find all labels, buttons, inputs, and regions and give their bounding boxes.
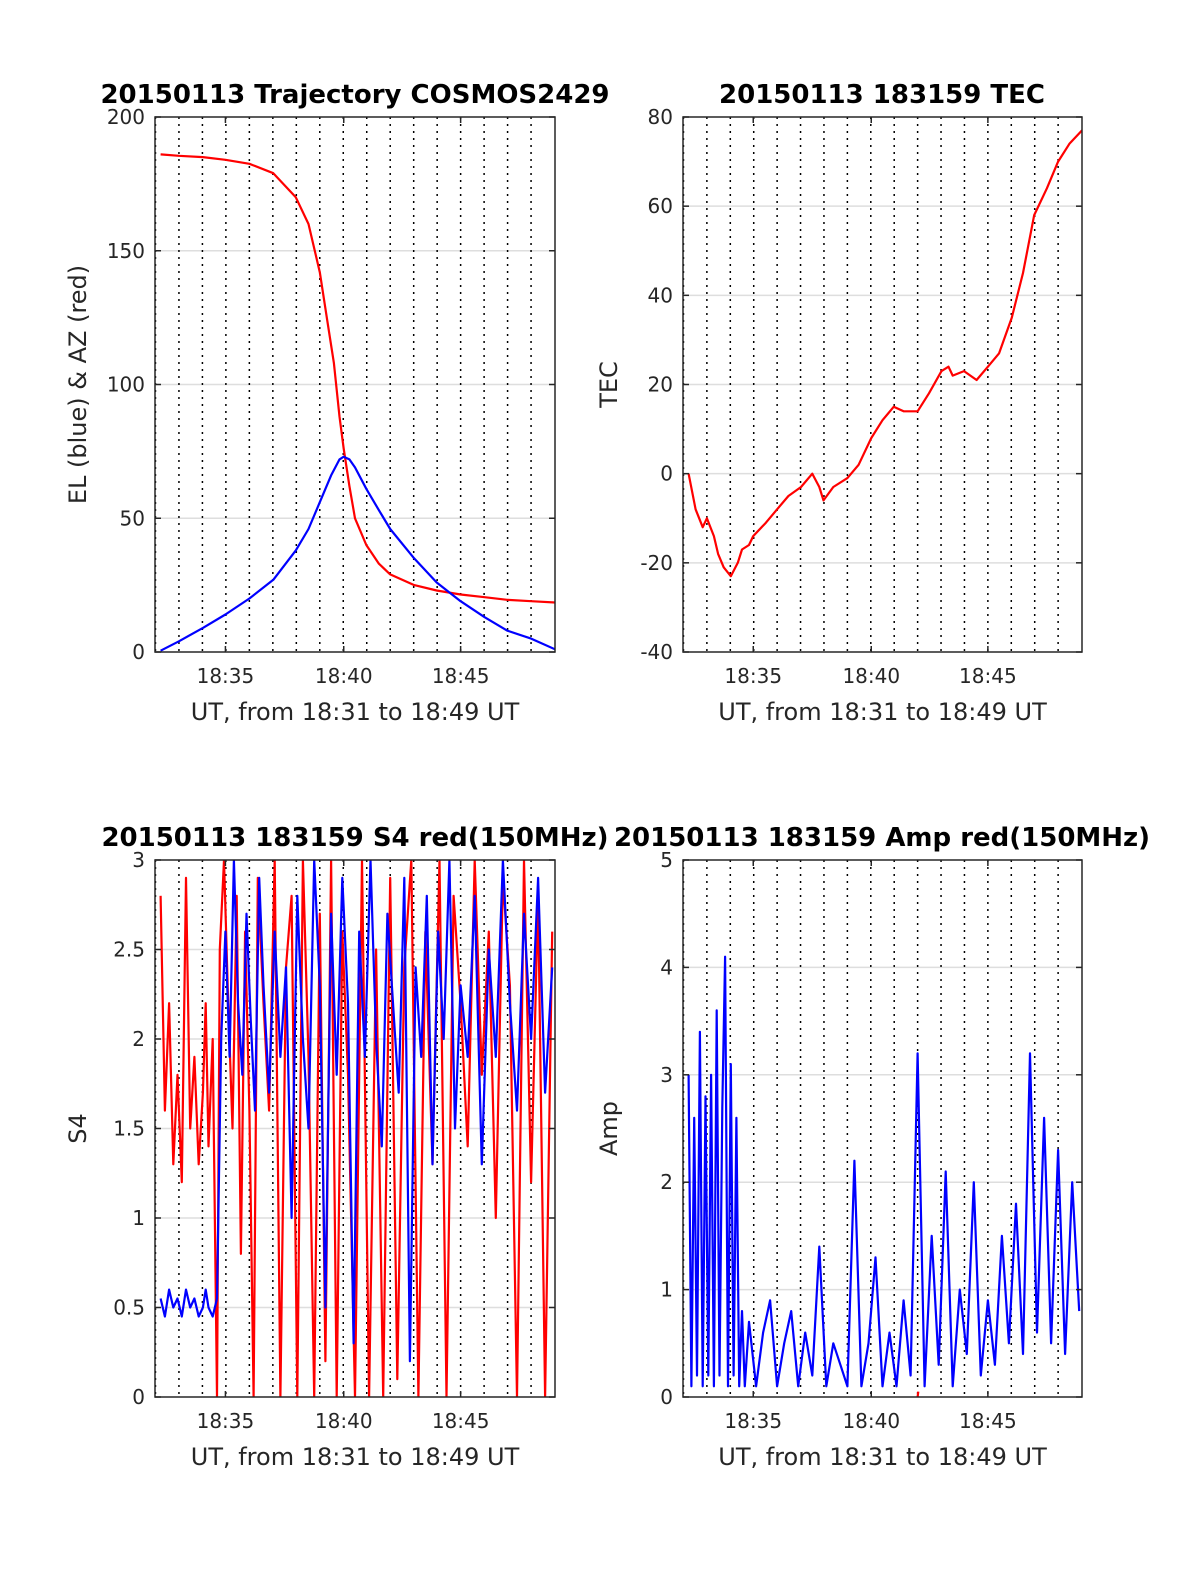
y-tick-label: 200 [107,105,145,129]
chart-title: 20150113 Trajectory COSMOS2429 [100,80,609,110]
x-tick-label: 18:45 [432,1409,490,1433]
chart-title: 20150113 183159 TEC [719,80,1045,110]
series-group [159,860,554,1397]
x-tick-label: 18:35 [197,1409,255,1433]
series-line-1 [160,153,555,604]
y-tick-label: -20 [640,551,673,575]
series-line-1 [687,129,1082,578]
x-tick-label: 18:45 [959,664,1017,688]
y-axis-label: EL (blue) & AZ (red) [64,265,92,504]
chart-1: 0 50 100 150 200 18:35 18:40 18:45 20150113 Traj… [64,80,610,726]
y-tick-label: 0 [660,1385,673,1409]
y-tick-label: 0.5 [113,1296,145,1320]
y-tick-label: 4 [660,955,673,979]
y-tick-label: 60 [648,194,673,218]
x-axis-label: UT, from 18:31 to 18:49 UT [718,698,1047,726]
y-tick-label: 40 [648,283,673,307]
x-tick-label: 18:40 [842,1409,900,1433]
y-tick-label: 1 [660,1278,673,1302]
y-axis-label: TEC [595,361,623,409]
x-tick-label: 18:45 [959,1409,1017,1433]
y-tick-label: 2 [660,1170,673,1194]
x-axis-label: UT, from 18:31 to 18:49 UT [191,1443,520,1471]
x-tick-label: 18:35 [197,664,255,688]
y-tick-label: 50 [120,506,145,530]
series-line-1 [687,955,1081,1388]
series-line-1 [159,860,554,1397]
y-tick-label: 100 [107,373,145,397]
x-tick-label: 18:40 [315,1409,373,1433]
plot-area [683,860,1082,1397]
chart-4: 0 1 2 3 4 5 18:35 18:40 18:45 20150113 183159 Amp… [595,823,1150,1471]
series-line-2 [916,1391,920,1397]
chart-3: 0 0.5 1 1.5 2 2.5 3 18:35 18:40 18:45 20150113 183… [64,823,609,1471]
y-axis-label: Amp [595,1101,623,1156]
y-tick-label: 150 [107,239,145,263]
y-tick-label: 80 [648,105,673,129]
x-axis-label: UT, from 18:31 to 18:49 UT [191,698,520,726]
series-group [160,153,555,652]
y-tick-label: 1.5 [113,1117,145,1141]
chart-title: 20150113 183159 Amp red(150MHz) [614,823,1150,853]
x-tick-label: 18:45 [432,664,490,688]
chart-2: -40 -20 0 20 40 60 80 18:35 18:40 18:45 20150113 1… [595,80,1083,726]
x-tick-label: 18:35 [724,664,782,688]
x-tick-label: 18:40 [315,664,373,688]
y-tick-label: 2 [132,1027,145,1051]
chart-title: 20150113 183159 S4 red(150MHz) [101,823,608,853]
x-tick-label: 18:35 [724,1409,782,1433]
series-group [687,955,1081,1397]
y-tick-label: 1 [132,1206,145,1230]
series-line-2 [159,860,554,1363]
y-tick-label: 0 [132,640,145,664]
series-line-2 [160,455,555,652]
x-tick-label: 18:40 [842,664,900,688]
y-tick-label: 3 [132,848,145,872]
y-tick-label: 2.5 [113,938,145,962]
y-tick-label: 20 [648,373,673,397]
axes-frame [682,859,1083,1398]
series-group [687,129,1082,578]
y-tick-label: 0 [132,1385,145,1409]
y-tick-label: 0 [660,462,673,486]
y-tick-label: 5 [660,848,673,872]
y-axis-label: S4 [64,1113,92,1144]
y-tick-label: 3 [660,1063,673,1087]
y-tick-label: -40 [640,640,673,664]
x-axis-label: UT, from 18:31 to 18:49 UT [718,1443,1047,1471]
